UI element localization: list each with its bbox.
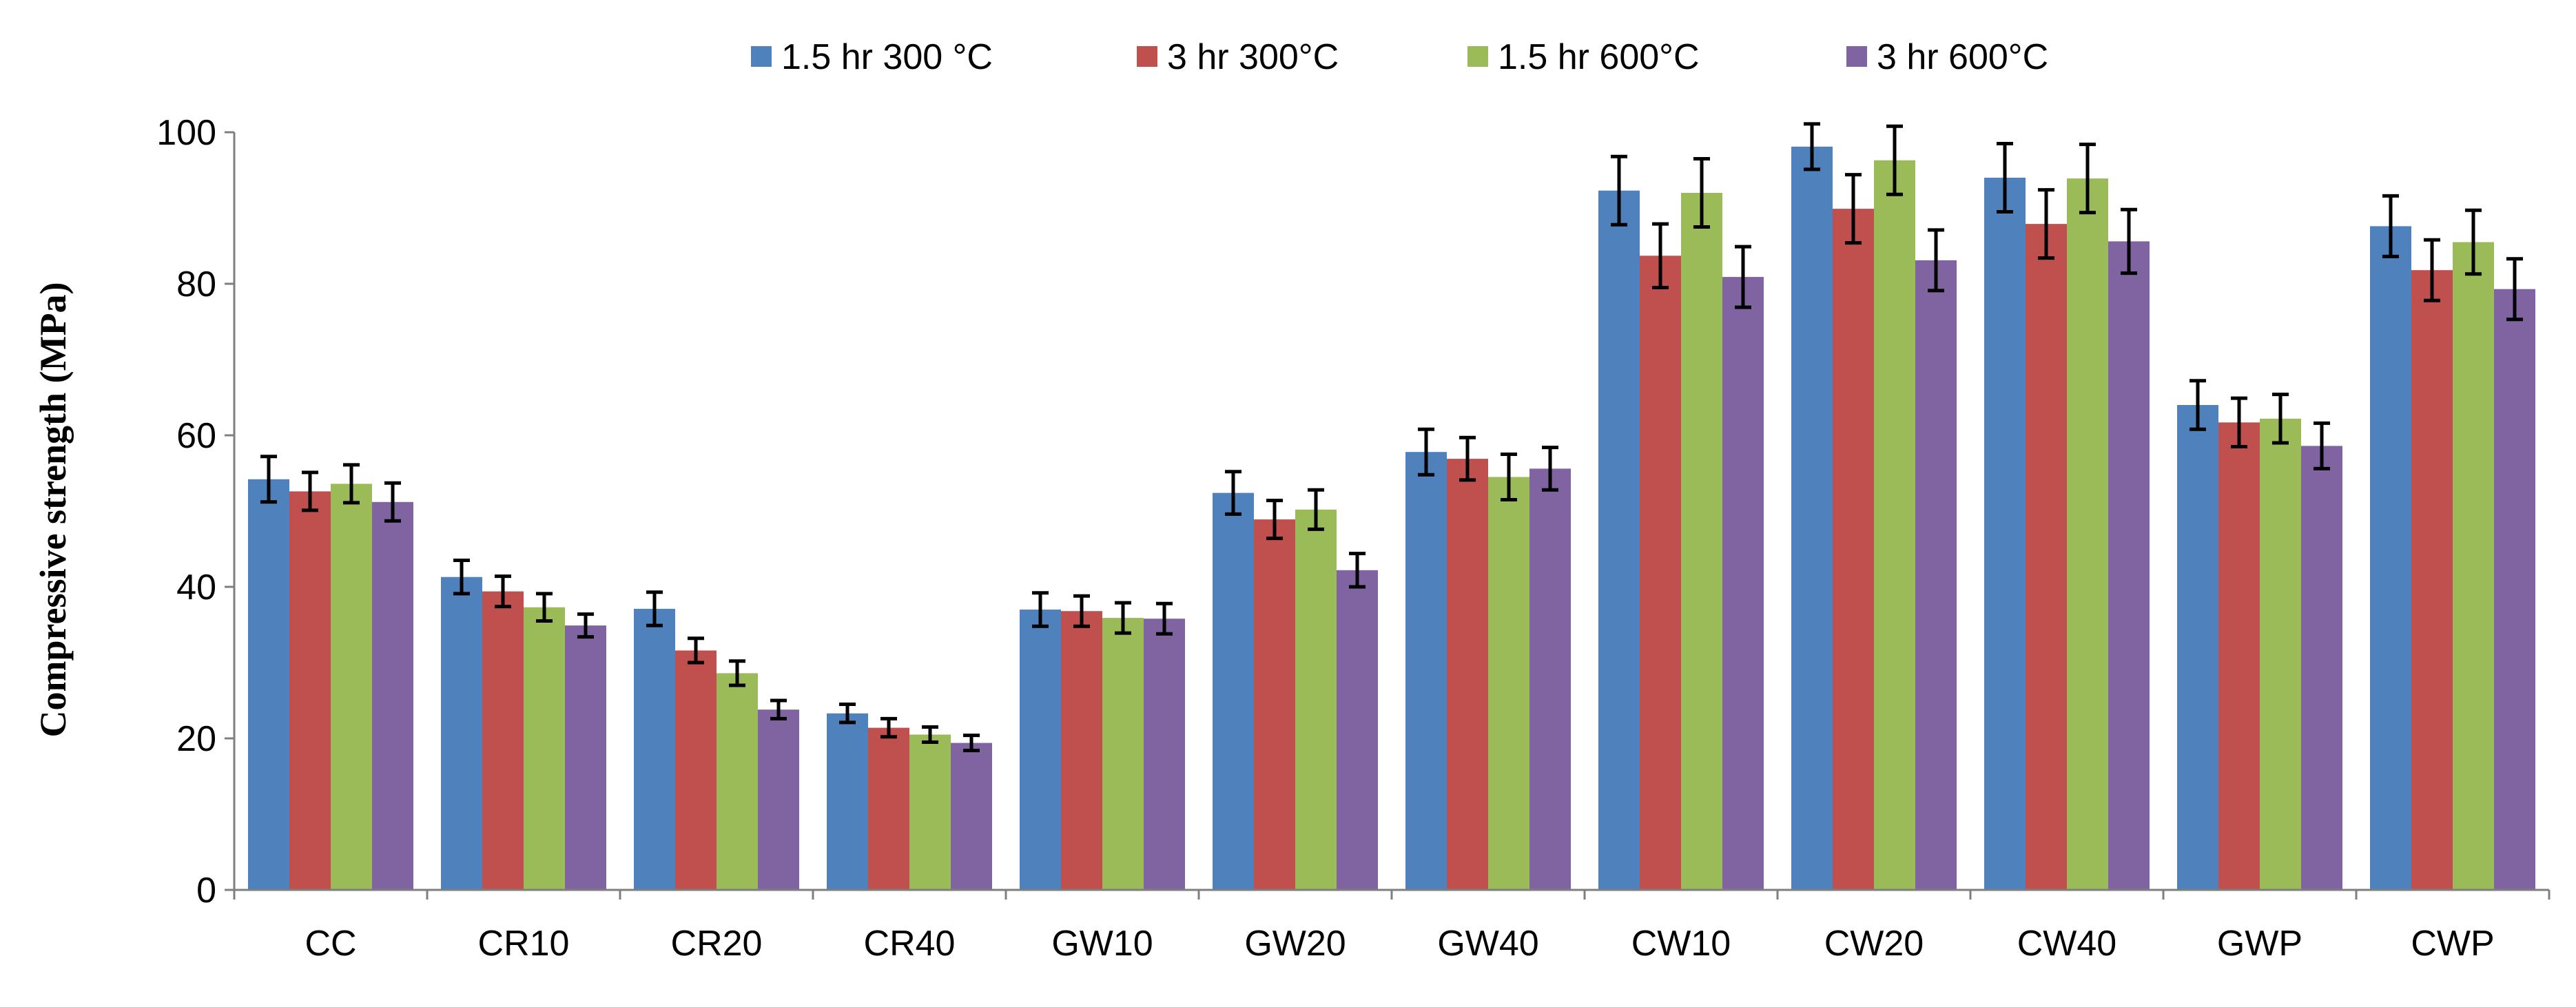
bar (2301, 446, 2342, 890)
bar (248, 479, 289, 890)
x-tick-label: CW40 (2017, 924, 2116, 964)
bar (565, 625, 606, 890)
legend-label: 1.5 hr 600°C (1498, 37, 1700, 77)
x-tick-label: GW10 (1051, 924, 1153, 964)
bar (2108, 241, 2150, 890)
legend-swatch (1137, 46, 1157, 67)
y-tick-label: 80 (176, 264, 216, 304)
y-axis-title: Compressive strength (MPa) (32, 282, 74, 738)
y-tick-label: 100 (156, 113, 216, 153)
legend-swatch (1846, 46, 1867, 67)
bar (1598, 190, 1640, 890)
bar (717, 673, 758, 890)
bar (758, 709, 799, 890)
bar (1254, 519, 1295, 890)
bar (372, 501, 413, 890)
bar (1020, 610, 1061, 890)
x-tick-label: CR40 (864, 924, 956, 964)
legend-label: 3 hr 300°C (1167, 37, 1339, 77)
bar (1102, 618, 1144, 890)
y-tick-label: 20 (176, 719, 216, 759)
bar (1915, 260, 1957, 890)
bar (827, 713, 868, 890)
bar (909, 734, 951, 890)
bar (2494, 289, 2535, 890)
x-tick-label: CR20 (671, 924, 763, 964)
y-tick-label: 0 (196, 871, 216, 911)
legend-swatch (751, 46, 772, 67)
y-tick-label: 40 (176, 568, 216, 608)
bar (1144, 619, 1185, 890)
legend-label: 1.5 hr 300 °C (781, 37, 993, 77)
bar (1337, 570, 1378, 890)
bar (1295, 509, 1337, 890)
x-tick-label: GW20 (1244, 924, 1346, 964)
bar (634, 608, 675, 890)
bar (2026, 224, 2067, 891)
x-tick-label: GW40 (1437, 924, 1538, 964)
bar (2260, 418, 2301, 890)
bar (1874, 160, 1915, 891)
bar (1833, 209, 1874, 891)
bars (248, 122, 2535, 891)
x-tick-label: CC (305, 924, 356, 964)
bar (1722, 277, 1764, 891)
bar (1213, 492, 1254, 890)
legend-label: 3 hr 600°C (1877, 37, 2048, 77)
bar (1984, 178, 2026, 890)
bar (868, 727, 909, 890)
x-tick-label: CW20 (1824, 924, 1924, 964)
bar (2177, 405, 2218, 890)
y-axis: 0 20 40 60 80 100 (156, 113, 236, 911)
bar (1681, 193, 1722, 890)
bar (2067, 178, 2108, 891)
bar (1791, 146, 1833, 890)
bar (1488, 477, 1529, 890)
bar (482, 591, 524, 890)
bar (675, 650, 717, 890)
bar (524, 607, 565, 890)
bar (2218, 422, 2260, 890)
x-tick-label: CR10 (478, 924, 570, 964)
bar (331, 484, 372, 890)
x-tick-label: CW10 (1631, 924, 1731, 964)
legend-swatch (1467, 46, 1488, 67)
bar (1447, 459, 1488, 890)
bar (2453, 242, 2494, 890)
bar (441, 577, 482, 890)
bar (1640, 256, 1681, 890)
bar (289, 491, 331, 890)
legend: 1.5 hr 300 °C 3 hr 300°C 1.5 hr 600°C 3 hr … (751, 37, 2048, 77)
x-tick-label: GWP (2217, 924, 2302, 964)
bar (2411, 270, 2453, 890)
x-axis: CC CR10 CR20 CR40 GW10 GW20 GW40 CW10 CW20 CW40 GW… (233, 889, 2551, 964)
bar (1529, 468, 1571, 890)
bar (951, 743, 992, 890)
bar (2370, 226, 2411, 890)
bar (1061, 611, 1102, 890)
bar (1405, 452, 1447, 890)
x-tick-label: CWP (2411, 924, 2494, 964)
y-tick-label: 60 (176, 416, 216, 456)
